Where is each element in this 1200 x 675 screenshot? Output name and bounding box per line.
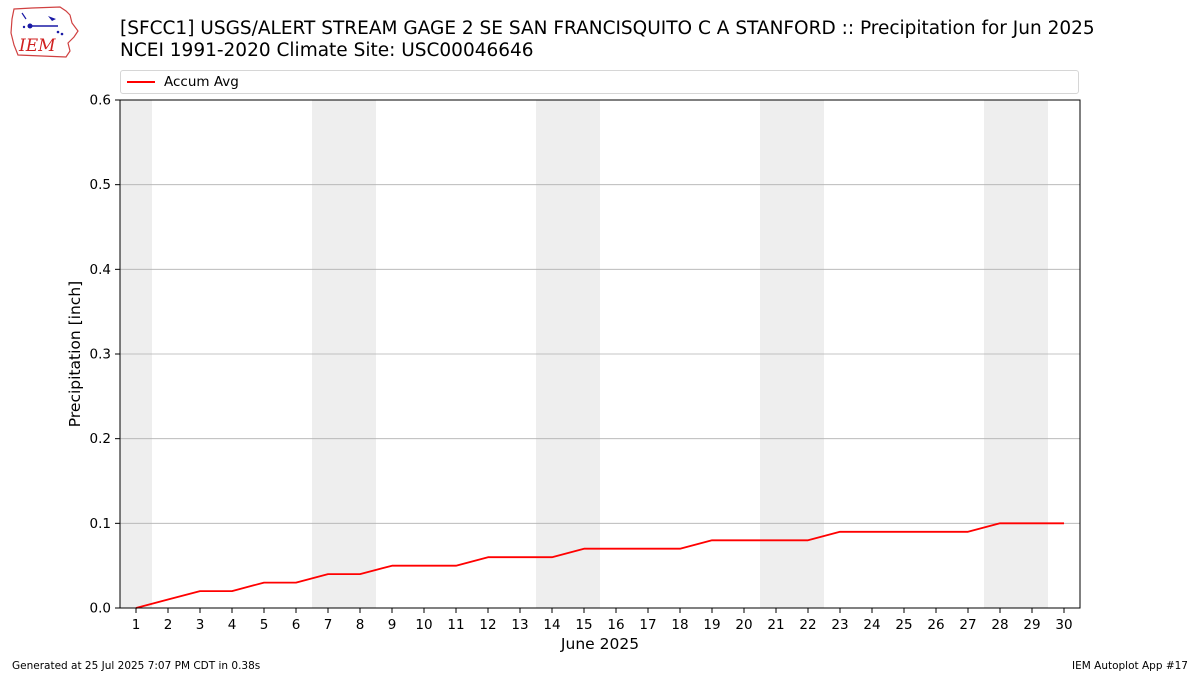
logo-text: IEM xyxy=(18,36,56,56)
x-tick-label: 19 xyxy=(703,617,720,633)
y-axis-label: Precipitation [inch] xyxy=(66,281,84,427)
x-tick-label: 9 xyxy=(388,617,397,633)
legend-swatch xyxy=(127,81,155,83)
x-tick-label: 17 xyxy=(639,617,656,633)
x-tick-label: 7 xyxy=(324,617,333,633)
x-tick-label: 22 xyxy=(799,617,816,633)
legend: Accum Avg xyxy=(120,70,1079,94)
x-tick-label: 16 xyxy=(607,617,624,633)
x-tick-label: 10 xyxy=(415,617,432,633)
x-tick-label: 26 xyxy=(927,617,944,633)
x-tick-label: 29 xyxy=(1023,617,1040,633)
x-tick-label: 25 xyxy=(895,617,912,633)
x-axis-label: June 2025 xyxy=(560,635,639,653)
y-tick-label: 0.0 xyxy=(90,601,111,617)
y-tick-label: 0.3 xyxy=(90,347,111,363)
chart-title: [SFCC1] USGS/ALERT STREAM GAGE 2 SE SAN … xyxy=(120,18,1095,62)
legend-label: Accum Avg xyxy=(164,74,239,90)
y-tick-label: 0.5 xyxy=(90,177,111,193)
x-tick-label: 15 xyxy=(575,617,592,633)
title-line-2: NCEI 1991-2020 Climate Site: USC00046646 xyxy=(120,40,534,61)
title-line-1: [SFCC1] USGS/ALERT STREAM GAGE 2 SE SAN … xyxy=(120,18,1095,39)
x-tick-label: 13 xyxy=(511,617,528,633)
x-tick-label: 2 xyxy=(164,617,173,633)
y-tick-label: 0.2 xyxy=(90,431,111,447)
x-tick-label: 6 xyxy=(292,617,301,633)
x-tick-label: 4 xyxy=(228,617,237,633)
x-tick-label: 12 xyxy=(479,617,496,633)
series-accum-avg-line xyxy=(135,522,1064,609)
x-tick-label: 11 xyxy=(447,617,464,633)
iem-logo: IEM xyxy=(10,6,79,58)
y-tick-label: 0.1 xyxy=(90,516,111,532)
x-tick-label: 18 xyxy=(671,617,688,633)
x-tick-label: 3 xyxy=(196,617,205,633)
x-tick-label: 5 xyxy=(260,617,269,633)
x-tick-label: 28 xyxy=(991,617,1008,633)
x-tick-label: 1 xyxy=(132,617,141,633)
x-tick-label: 24 xyxy=(863,617,880,633)
x-tick-label: 27 xyxy=(959,617,976,633)
x-tick-label: 8 xyxy=(356,617,365,633)
x-tick-label: 20 xyxy=(735,617,752,633)
y-tick-label: 0.4 xyxy=(90,262,111,278)
generated-timestamp: Generated at 25 Jul 2025 7:07 PM CDT in … xyxy=(12,660,261,672)
x-tick-label: 21 xyxy=(767,617,784,633)
x-tick-label: 14 xyxy=(543,617,560,633)
x-tick-label: 30 xyxy=(1055,617,1072,633)
x-tick-label: 23 xyxy=(831,617,848,633)
app-credit: IEM Autoplot App #17 xyxy=(1072,660,1188,672)
y-tick-label: 0.6 xyxy=(90,93,111,109)
